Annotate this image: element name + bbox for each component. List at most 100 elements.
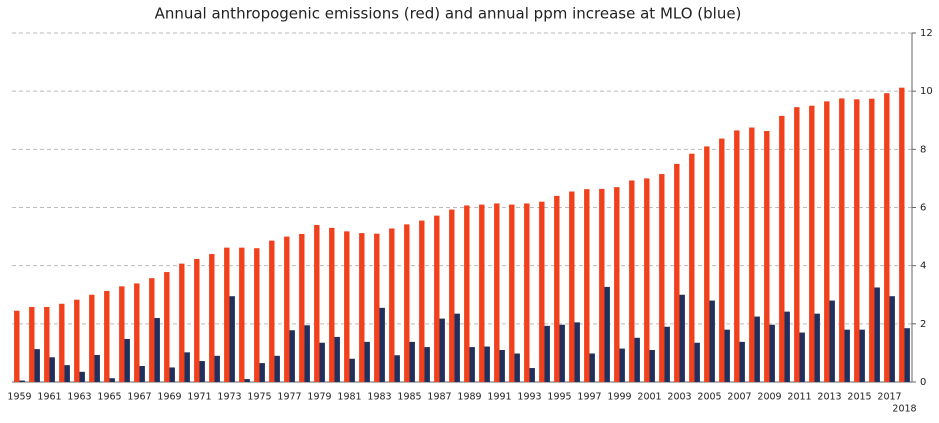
bar [779,115,785,382]
x-tick-label: 2017 [877,392,901,403]
bar [124,338,130,382]
bar [379,307,385,382]
bar [494,203,500,382]
bar [664,326,670,382]
bar [704,146,710,382]
bar [374,233,380,382]
bar [469,347,475,382]
x-tick-label: 1963 [67,392,91,403]
bar [514,353,520,382]
bar [809,105,815,382]
bar [194,258,200,382]
bar [94,354,100,382]
bar [844,329,850,382]
x-tick-label: 1973 [217,392,241,403]
bar [629,180,635,382]
bar [454,313,460,382]
bar [634,337,640,382]
bar [289,330,295,382]
bar [199,361,205,382]
bar [284,236,290,382]
x-tick-label: 2007 [727,392,751,403]
bar [439,318,445,382]
bar [904,328,910,382]
bar [254,248,260,382]
y-tick-label: 4 [920,261,926,272]
bar [314,224,320,382]
bar [754,316,760,382]
bar [424,347,430,382]
bar [299,233,305,382]
bar [599,188,605,382]
bar [874,287,880,382]
x-tick-label: 1989 [457,392,481,403]
bar [304,325,310,382]
x-tick-label: 2005 [697,392,721,403]
bar [244,379,250,382]
bar [404,224,410,382]
x-tick-label: 1975 [247,392,271,403]
bar [509,204,515,382]
bar [59,303,65,382]
bar [334,336,340,382]
bar [739,341,745,382]
bar [169,367,175,382]
x-tick-label: 2013 [817,392,841,403]
bar [769,324,775,382]
bar [164,272,170,382]
x-tick-label: 2003 [667,392,691,403]
bar [734,130,740,382]
x-tick-label: 1981 [337,392,361,403]
bar [524,203,530,382]
bar [364,341,370,382]
bar [619,348,625,382]
bar [14,310,20,382]
bar [814,313,820,382]
bar [559,324,565,382]
bar [884,93,890,382]
bar [674,163,680,382]
bar [824,101,830,383]
bar [224,247,230,382]
bar [214,355,220,382]
bar [569,191,575,382]
bar [899,87,905,382]
x-tick-label: 1967 [127,392,151,403]
bar [644,178,650,382]
bar [539,201,545,382]
bar [679,294,685,382]
bar [484,346,490,382]
y-tick-label: 0 [920,377,926,388]
bar [449,209,455,382]
bar [764,131,770,382]
chart-title: Annual anthropogenic emissions (red) and… [155,5,742,23]
bar [229,296,235,382]
bar [694,342,700,382]
x-tick-label: 2011 [787,392,811,403]
bar [179,263,185,382]
bar [434,215,440,382]
y-tick-label: 12 [920,28,933,39]
bar [274,355,280,382]
bar [529,368,535,382]
bar [134,283,140,382]
bar [499,350,505,382]
bar [349,358,355,382]
bar [829,300,835,382]
bar [574,322,580,382]
x-tick-label: 1971 [187,392,211,403]
bar [659,174,665,382]
bar [64,365,70,382]
x-tick-label: 1999 [607,392,631,403]
bar [544,325,550,382]
bar [149,278,155,382]
bar [209,254,215,382]
x-tick-label: 2015 [847,392,871,403]
bar [319,342,325,382]
bar [719,138,725,382]
y-tick-label: 10 [920,86,933,97]
x-tick-label: 1959 [7,392,31,403]
bar [139,366,145,382]
bar [689,153,695,382]
